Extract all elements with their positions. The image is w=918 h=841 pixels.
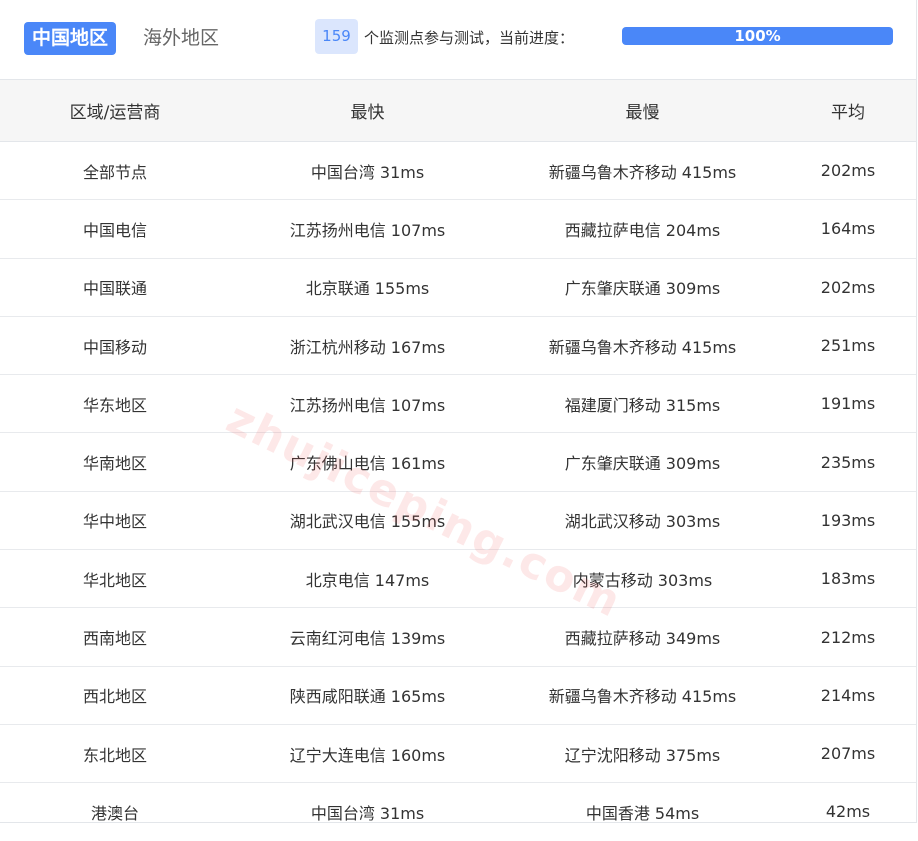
table-cell: 华中地区 bbox=[0, 491, 230, 551]
table-cell: 华东地区 bbox=[0, 374, 230, 434]
table-cell: 164ms bbox=[780, 199, 916, 259]
column-header: 平均 bbox=[780, 80, 916, 142]
table-cell: 183ms bbox=[780, 549, 916, 609]
table-cell: 214ms bbox=[780, 666, 916, 725]
table-cell: 251ms bbox=[780, 316, 916, 376]
table-cell: 江苏扬州电信 107ms bbox=[230, 199, 505, 259]
table-row: 中国电信 江苏扬州电信 107ms 西藏拉萨电信 204ms 164ms bbox=[0, 199, 916, 259]
table-cell: 云南红河电信 139ms bbox=[230, 607, 505, 667]
table-row: 港澳台 中国台湾 31ms 中国香港 54ms 42ms bbox=[0, 783, 916, 841]
table-cell: 西藏拉萨移动 349ms bbox=[505, 607, 780, 667]
table-row: 东北地区 辽宁大连电信 160ms 辽宁沈阳移动 375ms 207ms bbox=[0, 724, 916, 784]
table-cell: 广东肇庆联通 309ms bbox=[505, 258, 780, 317]
table-cell: 全部节点 bbox=[0, 141, 230, 201]
table-cell: 191ms bbox=[780, 374, 916, 434]
table-cell: 内蒙古移动 303ms bbox=[505, 549, 780, 609]
table-cell: 西北地区 bbox=[0, 666, 230, 725]
table-cell: 207ms bbox=[780, 724, 916, 784]
table-cell: 中国移动 bbox=[0, 316, 230, 376]
table-cell: 42ms bbox=[825, 802, 871, 822]
table-cell: 辽宁沈阳移动 375ms bbox=[505, 724, 780, 784]
table-cell: 西藏拉萨电信 204ms bbox=[505, 199, 780, 259]
table-cell: 202ms bbox=[780, 141, 916, 201]
table-cell: 中国电信 bbox=[0, 199, 230, 259]
latency-panel: 中国地区 海外地区 159 个监测点参与测试，当前进度： 100% 区域/运营商… bbox=[0, 0, 917, 823]
table-cell: 港澳台 bbox=[90, 803, 139, 823]
table-cell: 广东肇庆联通 309ms bbox=[505, 432, 780, 492]
table-row: 华东地区 江苏扬州电信 107ms 福建厦门移动 315ms 191ms bbox=[0, 374, 916, 434]
table-row: 中国联通 北京联通 155ms 广东肇庆联通 309ms 202ms bbox=[0, 258, 916, 317]
table-row: 西北地区 陕西咸阳联通 165ms 新疆乌鲁木齐移动 415ms 214ms bbox=[0, 666, 916, 725]
progress-fill: 100% bbox=[622, 27, 893, 45]
table-cell: 华北地区 bbox=[0, 549, 230, 609]
table-row: 华南地区 广东佛山电信 161ms 广东肇庆联通 309ms 235ms bbox=[0, 432, 916, 492]
tab-overseas[interactable]: 海外地区 bbox=[143, 27, 220, 49]
table-cell: 浙江杭州移动 167ms bbox=[230, 316, 505, 376]
column-header: 最快 bbox=[230, 80, 505, 142]
progress-text: 个监测点参与测试，当前进度： bbox=[364, 29, 575, 47]
table-cell: 广东佛山电信 161ms bbox=[230, 432, 505, 492]
table-cell: 中国台湾 31ms bbox=[310, 803, 425, 823]
tab-china[interactable]: 中国地区 bbox=[24, 22, 117, 55]
table-cell: 西南地区 bbox=[0, 607, 230, 667]
table-cell: 中国联通 bbox=[0, 258, 230, 317]
table-cell: 陕西咸阳联通 165ms bbox=[230, 666, 505, 725]
column-header: 区域/运营商 bbox=[0, 80, 230, 142]
table-cell: 江苏扬州电信 107ms bbox=[230, 374, 505, 434]
results-table: 区域/运营商 最快 最慢 平均 全部节点 中国台湾 31ms 新疆乌鲁木齐移动 415ms… bbox=[0, 80, 916, 841]
progress-bar: 100% bbox=[622, 27, 893, 45]
table-cell: 北京联通 155ms bbox=[230, 258, 505, 317]
monitor-count-badge: 159 bbox=[315, 19, 358, 54]
table-cell: 湖北武汉电信 155ms bbox=[230, 491, 505, 551]
table-row: 华北地区 北京电信 147ms 内蒙古移动 303ms 183ms bbox=[0, 549, 916, 609]
table-cell: 202ms bbox=[780, 258, 916, 317]
toolbar: 中国地区 海外地区 159 个监测点参与测试，当前进度： 100% bbox=[0, 0, 916, 80]
table-cell: 福建厦门移动 315ms bbox=[505, 374, 780, 434]
table-cell: 中国香港 54ms bbox=[585, 803, 700, 823]
column-header: 最慢 bbox=[505, 80, 780, 142]
table-cell: 华南地区 bbox=[0, 432, 230, 492]
table-cell: 中国台湾 31ms bbox=[230, 141, 505, 201]
table-cell: 湖北武汉移动 303ms bbox=[505, 491, 780, 551]
table-cell: 212ms bbox=[780, 607, 916, 667]
table-cell: 新疆乌鲁木齐移动 415ms bbox=[505, 316, 780, 376]
table-cell: 235ms bbox=[780, 432, 916, 492]
table-cell: 北京电信 147ms bbox=[230, 549, 505, 609]
table-row: 中国移动 浙江杭州移动 167ms 新疆乌鲁木齐移动 415ms 251ms bbox=[0, 316, 916, 376]
table-row: 华中地区 湖北武汉电信 155ms 湖北武汉移动 303ms 193ms bbox=[0, 491, 916, 551]
table-cell: 新疆乌鲁木齐移动 415ms bbox=[505, 141, 780, 201]
table-cell: 辽宁大连电信 160ms bbox=[230, 724, 505, 784]
table-cell: 东北地区 bbox=[0, 724, 230, 784]
table-row: 全部节点 中国台湾 31ms 新疆乌鲁木齐移动 415ms 202ms bbox=[0, 141, 916, 201]
table-row: 西南地区 云南红河电信 139ms 西藏拉萨移动 349ms 212ms bbox=[0, 607, 916, 667]
table-header: 区域/运营商 最快 最慢 平均 bbox=[0, 80, 916, 142]
table-cell: 193ms bbox=[780, 491, 916, 551]
table-cell: 新疆乌鲁木齐移动 415ms bbox=[505, 666, 780, 725]
